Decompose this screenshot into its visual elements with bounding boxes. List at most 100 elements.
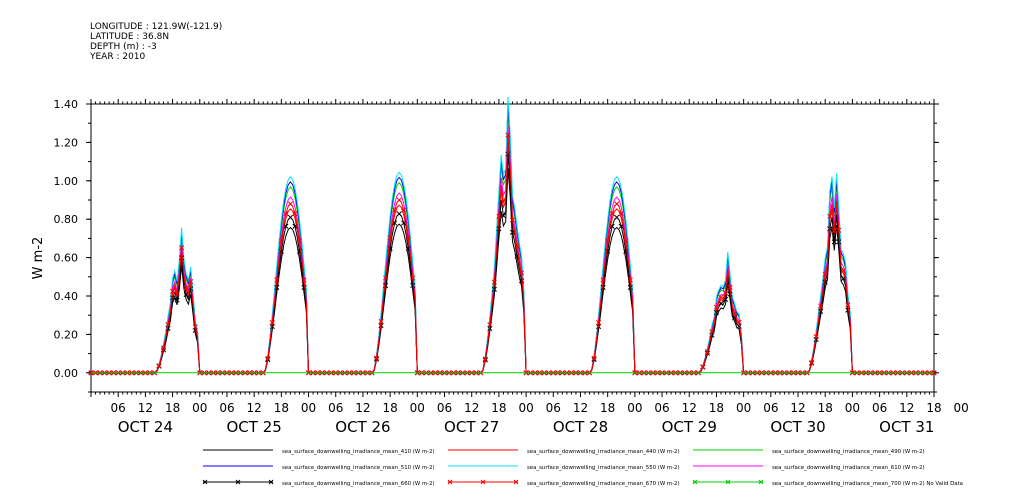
series-marker bbox=[822, 271, 828, 277]
series-marker bbox=[809, 359, 815, 365]
y-tick-label: 0.20 bbox=[54, 328, 79, 341]
x-hour-label: 00 bbox=[845, 401, 860, 415]
x-hour-label: 12 bbox=[355, 401, 370, 415]
series-marker bbox=[188, 278, 194, 285]
series-marker bbox=[292, 223, 298, 229]
y-tick-label: 1.40 bbox=[54, 98, 79, 111]
series-marker bbox=[274, 284, 280, 290]
series-marker bbox=[156, 363, 162, 369]
series-marker bbox=[727, 284, 733, 290]
series-line bbox=[91, 134, 934, 374]
series-marker bbox=[845, 302, 851, 308]
legend-marker bbox=[235, 479, 241, 485]
series-marker bbox=[165, 321, 171, 328]
series-marker bbox=[183, 292, 189, 298]
legend-marker bbox=[692, 479, 698, 485]
series-marker bbox=[713, 309, 720, 315]
series-marker bbox=[836, 239, 842, 245]
series-marker bbox=[392, 220, 398, 226]
series-marker bbox=[509, 229, 516, 235]
series-marker bbox=[500, 199, 506, 205]
series-marker bbox=[700, 364, 706, 370]
series-marker bbox=[160, 345, 167, 351]
series-marker bbox=[600, 284, 606, 290]
series-marker bbox=[813, 334, 819, 340]
series-marker bbox=[831, 239, 837, 245]
series-marker bbox=[627, 284, 633, 290]
legend-marker bbox=[480, 479, 486, 485]
series-marker bbox=[591, 355, 597, 361]
x-hour-label: 00 bbox=[301, 401, 316, 415]
series-marker bbox=[722, 290, 729, 296]
series-marker bbox=[713, 304, 720, 310]
legend-marker bbox=[758, 479, 764, 485]
legend-marker bbox=[725, 479, 731, 485]
series-layer bbox=[88, 96, 937, 376]
legend-entry-label: sea_surface_downwelling_irradiance_mean_… bbox=[772, 465, 925, 471]
series-marker bbox=[401, 207, 407, 213]
series-marker bbox=[396, 211, 402, 217]
x-hour-label: 00 bbox=[192, 401, 207, 415]
series-marker bbox=[818, 303, 824, 309]
x-hour-label: 12 bbox=[247, 401, 262, 415]
series-line bbox=[91, 125, 934, 374]
series-marker bbox=[265, 355, 271, 361]
legend-marker bbox=[268, 479, 274, 485]
legend-entry-label: sea_surface_downwelling_irradiance_mean_… bbox=[772, 481, 963, 487]
series-marker bbox=[170, 288, 176, 294]
series-marker bbox=[170, 295, 176, 301]
series-marker bbox=[727, 291, 733, 297]
x-hour-label: 00 bbox=[410, 401, 425, 415]
x-hour-label: 12 bbox=[573, 401, 588, 415]
series-marker bbox=[410, 275, 416, 281]
x-hour-label: 00 bbox=[518, 401, 533, 415]
chart-axes: 0.00 0.20 0.40 0.60 0.80 1.00 1.20 1.40 06 12 18 00… bbox=[54, 98, 969, 436]
series-marker bbox=[519, 270, 525, 276]
x-hour-label: 18 bbox=[491, 401, 506, 415]
x-day-label: OCT 25 bbox=[227, 418, 282, 436]
depth-label: DEPTH (m) : -3 bbox=[90, 42, 157, 52]
legend-marker bbox=[447, 479, 453, 485]
legend-entry-label: sea_surface_downwelling_irradiance_mean_… bbox=[282, 449, 435, 455]
x-day-label: OCT 27 bbox=[444, 418, 499, 436]
x-hour-label: 06 bbox=[437, 401, 452, 415]
legend-entry-label: sea_surface_downwelling_irradiance_mean_… bbox=[282, 481, 435, 487]
series-marker bbox=[287, 201, 293, 207]
legend-entry-label: sea_surface_downwelling_irradiance_mean_… bbox=[527, 481, 680, 487]
series-marker bbox=[600, 277, 606, 283]
series-marker bbox=[183, 285, 189, 291]
legend-entry-label: sea_surface_downwelling_irradiance_mean_… bbox=[527, 449, 680, 455]
series-marker bbox=[845, 307, 851, 313]
series-marker bbox=[627, 277, 633, 283]
series-marker bbox=[179, 245, 185, 251]
x-hour-label: 06 bbox=[872, 401, 887, 415]
x-hour-label: 06 bbox=[111, 401, 126, 415]
y-tick-label: 0.60 bbox=[54, 252, 79, 265]
x-day-label: OCT 26 bbox=[335, 418, 390, 436]
series-marker bbox=[827, 213, 833, 219]
y-tick-label: 1.00 bbox=[54, 175, 79, 188]
series-marker bbox=[287, 214, 293, 220]
series-marker bbox=[487, 322, 493, 328]
series-marker bbox=[387, 235, 393, 241]
series-marker bbox=[704, 348, 710, 355]
y-tick-label: 0.00 bbox=[54, 367, 79, 380]
x-hour-label: 12 bbox=[790, 401, 805, 415]
series-marker bbox=[192, 324, 198, 330]
series-marker bbox=[718, 294, 724, 300]
series-marker bbox=[709, 329, 715, 335]
series-marker bbox=[509, 217, 516, 223]
series-marker bbox=[519, 278, 525, 284]
y-tick-label: 1.20 bbox=[54, 136, 79, 149]
x-hour-label: 12 bbox=[464, 401, 479, 415]
series-marker bbox=[605, 238, 611, 244]
series-marker bbox=[373, 355, 380, 361]
series-marker bbox=[623, 238, 629, 244]
series-marker bbox=[296, 238, 303, 244]
x-hour-label: 18 bbox=[818, 401, 833, 415]
x-hour-label: 18 bbox=[382, 401, 397, 415]
series-marker bbox=[614, 214, 620, 220]
x-hour-label: 06 bbox=[219, 401, 234, 415]
plot-frame bbox=[90, 103, 935, 393]
